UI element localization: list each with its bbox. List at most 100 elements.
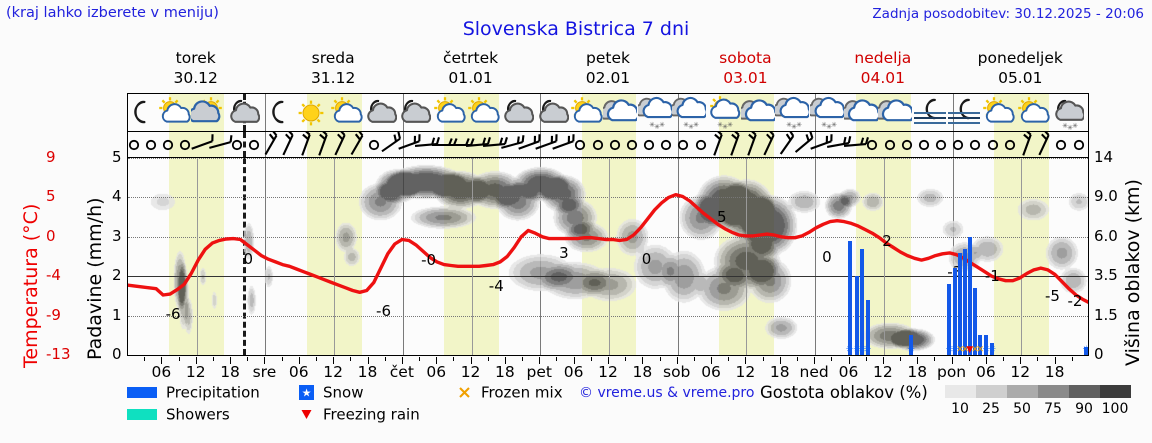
x-axis-tick [608, 357, 609, 364]
svg-text:✳: ✳ [1062, 122, 1068, 130]
weather-icon-row: ✳ ✳ ✳ ✳ ✳ ✳ ✳ ✳ ✳ ✳ ✳ ✳ ✳ ✳ ✳ ✳ ✳ ✳ [128, 94, 1088, 132]
x-axis-minor-tick [934, 357, 936, 361]
temperature-axis-tick: -9 [46, 305, 61, 324]
precipitation-bar [847, 240, 852, 355]
wind-calm-marker [615, 132, 649, 158]
credit-link[interactable]: © vreme.us & vreme.pro [579, 385, 755, 401]
x-axis-tick [539, 357, 541, 364]
x-axis-label: 18 [632, 363, 653, 381]
wind-calm-marker [237, 132, 271, 158]
x-axis-minor-tick [625, 357, 627, 361]
frozen-mix-marker: ✕ [961, 345, 970, 355]
wind-barb [374, 131, 408, 158]
temperature-annotation: 0 [822, 247, 832, 266]
page-title: Slovenska Bistrica 7 dni [462, 18, 690, 40]
day-name: sobota [719, 49, 772, 67]
daylight-band [169, 132, 225, 157]
x-axis-label: 06 [976, 363, 996, 381]
x-axis-label: 12 [460, 363, 481, 381]
x-axis-minor-tick [350, 357, 352, 361]
weather-icon-cloud-snow: ✳ ✳ ✳ [806, 96, 846, 131]
wind-barb [185, 132, 219, 158]
day-header-1: torek 30.12 [127, 48, 264, 88]
wind-calm-marker [993, 132, 1027, 158]
wind-calm-marker [941, 132, 975, 158]
showers-swatch [127, 409, 157, 420]
colorbar-segment [1100, 385, 1131, 398]
x-axis-label: 12 [185, 363, 206, 381]
snow-marker: ✳ [945, 345, 954, 355]
day-date: 31.12 [310, 69, 356, 87]
legend-freezing-rain-label: Freezing rain [323, 405, 420, 424]
x-axis-minor-tick [522, 357, 524, 361]
wind-barb [821, 132, 855, 158]
colorbar-label: 90 [1075, 401, 1093, 417]
snow-marker: ✳ [988, 345, 997, 355]
legend-precipitation-label: Precipitation [166, 383, 260, 402]
x-axis-minor-tick [144, 357, 146, 361]
precipitation-bar [978, 335, 983, 355]
temperature-annotation: -5 [1044, 287, 1060, 306]
temperature-annotation: -0 [421, 251, 437, 270]
x-axis-label: čet [389, 363, 414, 381]
x-axis-tick [333, 357, 335, 364]
x-axis-minor-tick [212, 357, 214, 361]
wind-calm-marker [632, 132, 666, 158]
temperature-annotation: 5 [716, 207, 727, 226]
vertical-gridline [471, 158, 473, 355]
precipitation-bar [957, 252, 962, 355]
frozen-mix-marker: ✕ [971, 345, 979, 355]
x-axis-tick [814, 357, 816, 364]
wind-calm-marker [598, 132, 632, 158]
snow-marker: ✳ [907, 345, 915, 355]
last-update-label: Zadnja posodobitev: 30.12.2025 - 20:06 [872, 6, 1144, 22]
cloud-cover-colorbar [945, 385, 1131, 398]
day-date: 04.01 [860, 69, 906, 87]
precipitation-bar [973, 288, 977, 355]
svg-text:✳: ✳ [688, 123, 694, 130]
day-separator [402, 132, 404, 157]
legend: Precipitation Showers ★ Snow Freezing rai… [127, 383, 1152, 439]
weather-icon-sun-cloud [157, 96, 191, 130]
x-axis-tick [711, 357, 713, 364]
horizontal-gridline [128, 197, 1088, 199]
wind-calm-marker [357, 132, 391, 158]
wind-calm-marker [1062, 132, 1096, 158]
x-axis-label: ned [799, 363, 829, 381]
x-axis-tick [1054, 357, 1056, 364]
cloud-height-axis-tick: 6.0 [1094, 226, 1118, 245]
weather-icon-moon-cloud [535, 96, 569, 130]
precipitation-axis-tick: 3 [112, 226, 122, 245]
temperature-annotation: 0 [641, 250, 652, 269]
wind-calm-marker [134, 132, 168, 158]
x-axis-minor-tick [315, 357, 317, 361]
precipitation-bar [909, 335, 914, 355]
x-axis-minor-tick [831, 357, 833, 361]
frozen-mix-marker: ✕ [956, 345, 964, 355]
wind-calm-marker [924, 132, 958, 158]
temperature-curve [128, 193, 1088, 304]
x-axis-tick [642, 357, 644, 364]
snow-marker: ✳ [982, 345, 991, 355]
x-axis-tick [951, 357, 953, 364]
temperature-axis-tick: -4 [46, 266, 61, 285]
vertical-gridline [883, 158, 885, 355]
x-axis-label: pon [936, 363, 967, 381]
svg-text:✳: ✳ [722, 123, 728, 130]
cloud-density-raster [128, 158, 1088, 355]
wind-barb [546, 132, 580, 158]
svg-text:✳: ✳ [717, 121, 723, 129]
day-date: 02.01 [585, 69, 631, 87]
day-separator [815, 132, 817, 157]
weather-icon-moon-cloud [363, 96, 398, 130]
x-axis-tick [848, 357, 850, 364]
precipitation-axis-tick: 2 [112, 266, 122, 285]
horizontal-gridline [128, 236, 1088, 238]
temperature-annotation: 2 [882, 231, 892, 250]
wind-calm-marker [220, 132, 254, 158]
x-axis-tick [745, 357, 747, 364]
cloud-height-axis-title: Višina oblakov (km) [1122, 179, 1144, 366]
x-axis-label: 12 [323, 363, 344, 381]
day-name: petek [586, 49, 630, 67]
day-separator [540, 132, 542, 157]
